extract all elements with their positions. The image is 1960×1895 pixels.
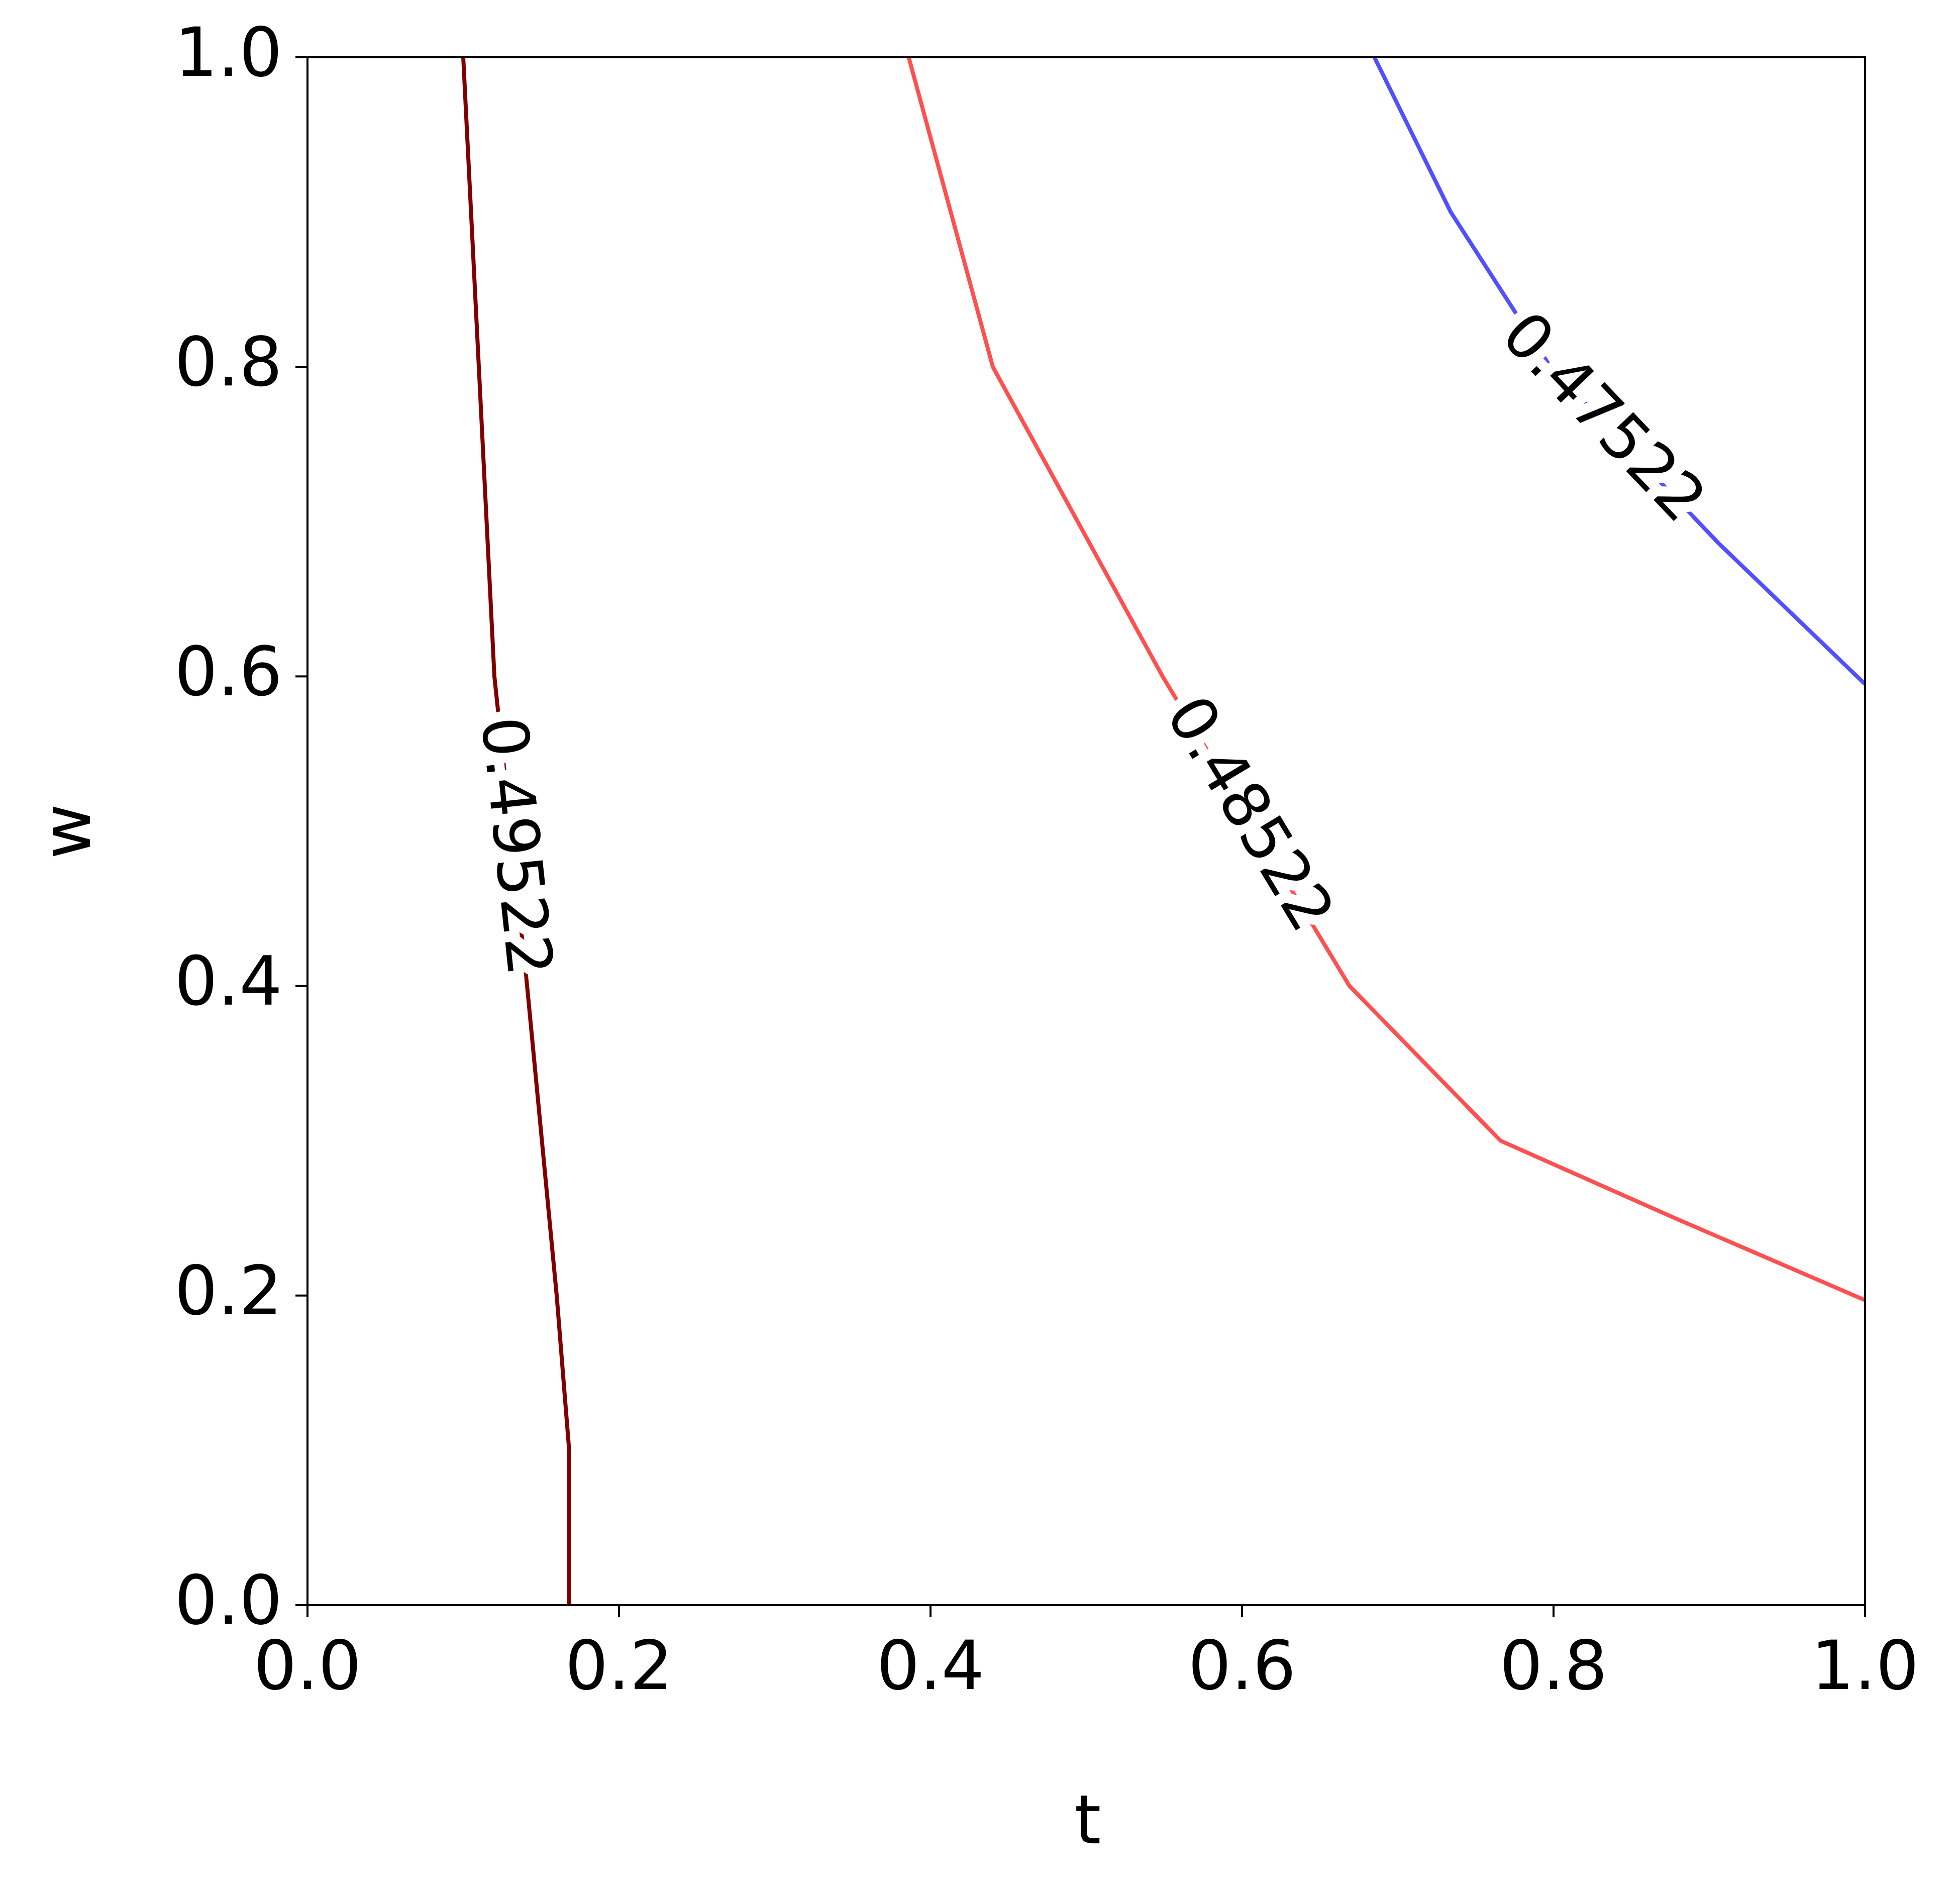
y-tick-label: 0.8 bbox=[174, 323, 282, 401]
contour-line bbox=[906, 56, 1866, 1302]
x-tick-label: 0.8 bbox=[1500, 1626, 1608, 1705]
x-tick-label: 0.4 bbox=[877, 1626, 985, 1705]
contour-line bbox=[461, 57, 571, 1605]
contour-line bbox=[1372, 56, 1867, 686]
plot-frame bbox=[306, 56, 1866, 1606]
y-tick-label: 0.0 bbox=[174, 1561, 282, 1640]
x-axis-label: t bbox=[1075, 1780, 1101, 1859]
y-axis-label: w bbox=[27, 804, 106, 859]
x-tick-label: 0.0 bbox=[254, 1626, 362, 1705]
y-tick-label: 0.6 bbox=[174, 632, 282, 711]
y-tick-label: 1.0 bbox=[174, 13, 282, 92]
x-tick-label: 1.0 bbox=[1811, 1626, 1919, 1705]
x-tick-label: 0.6 bbox=[1188, 1626, 1296, 1705]
y-tick-label: 0.2 bbox=[174, 1251, 282, 1330]
y-tick-label: 0.4 bbox=[174, 942, 282, 1021]
x-tick-label: 0.2 bbox=[565, 1626, 673, 1705]
